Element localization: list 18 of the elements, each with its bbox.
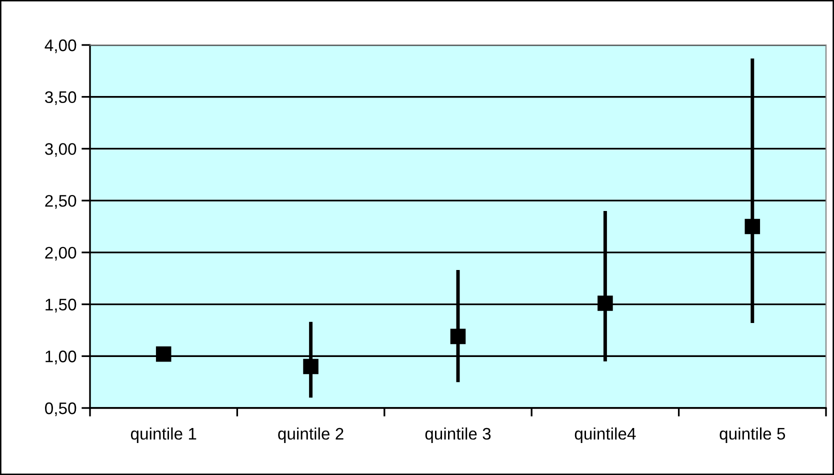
point xyxy=(744,218,760,234)
point xyxy=(156,346,172,362)
x-tick-label: quintile 1 xyxy=(130,427,196,443)
point xyxy=(303,358,318,374)
x-tick-label: quintile 3 xyxy=(425,427,491,443)
x-tick-label: quintile4 xyxy=(574,427,636,443)
y-tick-label: 2,50 xyxy=(45,194,76,209)
x-tick-label: quintile 5 xyxy=(720,427,786,443)
y-tick-label: 2,00 xyxy=(45,246,76,261)
x-tick-label: quintile 2 xyxy=(278,427,344,443)
point xyxy=(450,328,466,344)
point xyxy=(598,296,613,311)
y-tick-label: 4,00 xyxy=(44,39,76,54)
y-tick-label: 0,50 xyxy=(45,402,76,416)
y-tick-label: 1,50 xyxy=(46,298,76,312)
y-tick-label: 3,50 xyxy=(45,91,76,106)
y-tick-label: 1,00 xyxy=(46,350,76,364)
y-tick-label: 3,00 xyxy=(45,143,76,157)
